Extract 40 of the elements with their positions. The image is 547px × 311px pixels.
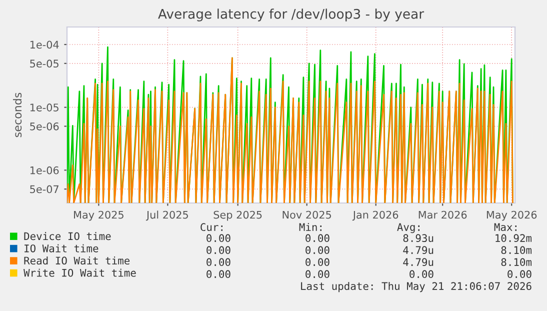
- legend-label: Read IO Wait time: [24, 256, 130, 265]
- x-tick-label: Jan 2026: [352, 210, 398, 221]
- x-tick-label: May 2025: [74, 210, 124, 221]
- text: 0.00: [306, 258, 330, 266]
- x-tick-label: Sep 2025: [214, 210, 262, 221]
- text: 0.00: [306, 270, 330, 278]
- legend-label: Write IO Wait time: [24, 268, 136, 277]
- text: Min:: [299, 222, 322, 231]
- text: Avg:: [397, 223, 420, 234]
- text: 4.79u: [403, 246, 434, 254]
- x-tick-label: May 2026: [486, 210, 537, 221]
- text: Last update: Thu May 21 21:06:07 2026: [301, 282, 532, 292]
- y-tick-label: 5e-07: [30, 185, 58, 194]
- text: 0.00: [306, 246, 330, 254]
- x-tick-label: Jul 2025: [146, 210, 188, 221]
- chart-title: Average latency for /dev/loop3 - by year: [158, 8, 424, 22]
- text: Cur:: [200, 223, 222, 232]
- y-tick-label: 5e-06: [30, 122, 59, 130]
- text: 10.92m: [496, 234, 532, 242]
- y-tick-label: 1e-06: [30, 166, 59, 174]
- text: 8.10m: [501, 258, 532, 266]
- x-tick-label: Mar 2026: [418, 210, 467, 219]
- text: 8.10m: [501, 246, 532, 254]
- text: Max:: [494, 223, 516, 232]
- text: 4.79u: [403, 258, 434, 266]
- x-tick-label: Nov 2025: [282, 210, 332, 219]
- legend-label: Device IO time: [24, 232, 111, 240]
- y-tick-label: 5e-05: [30, 60, 58, 68]
- text: 0.00: [508, 270, 532, 278]
- y-axis-title: seconds: [13, 92, 22, 138]
- text: 0.00: [206, 270, 230, 278]
- text: 0.00: [306, 234, 330, 242]
- y-tick-label: 1e-04: [30, 40, 59, 49]
- text: 0.00: [206, 246, 230, 254]
- text: 0.00: [206, 234, 230, 242]
- text: 0.00: [410, 270, 434, 278]
- text: 8.93u: [403, 234, 434, 242]
- legend-label: IO Wait time: [24, 244, 98, 252]
- text: 0.00: [206, 258, 230, 266]
- y-tick-label: 1e-05: [30, 104, 58, 112]
